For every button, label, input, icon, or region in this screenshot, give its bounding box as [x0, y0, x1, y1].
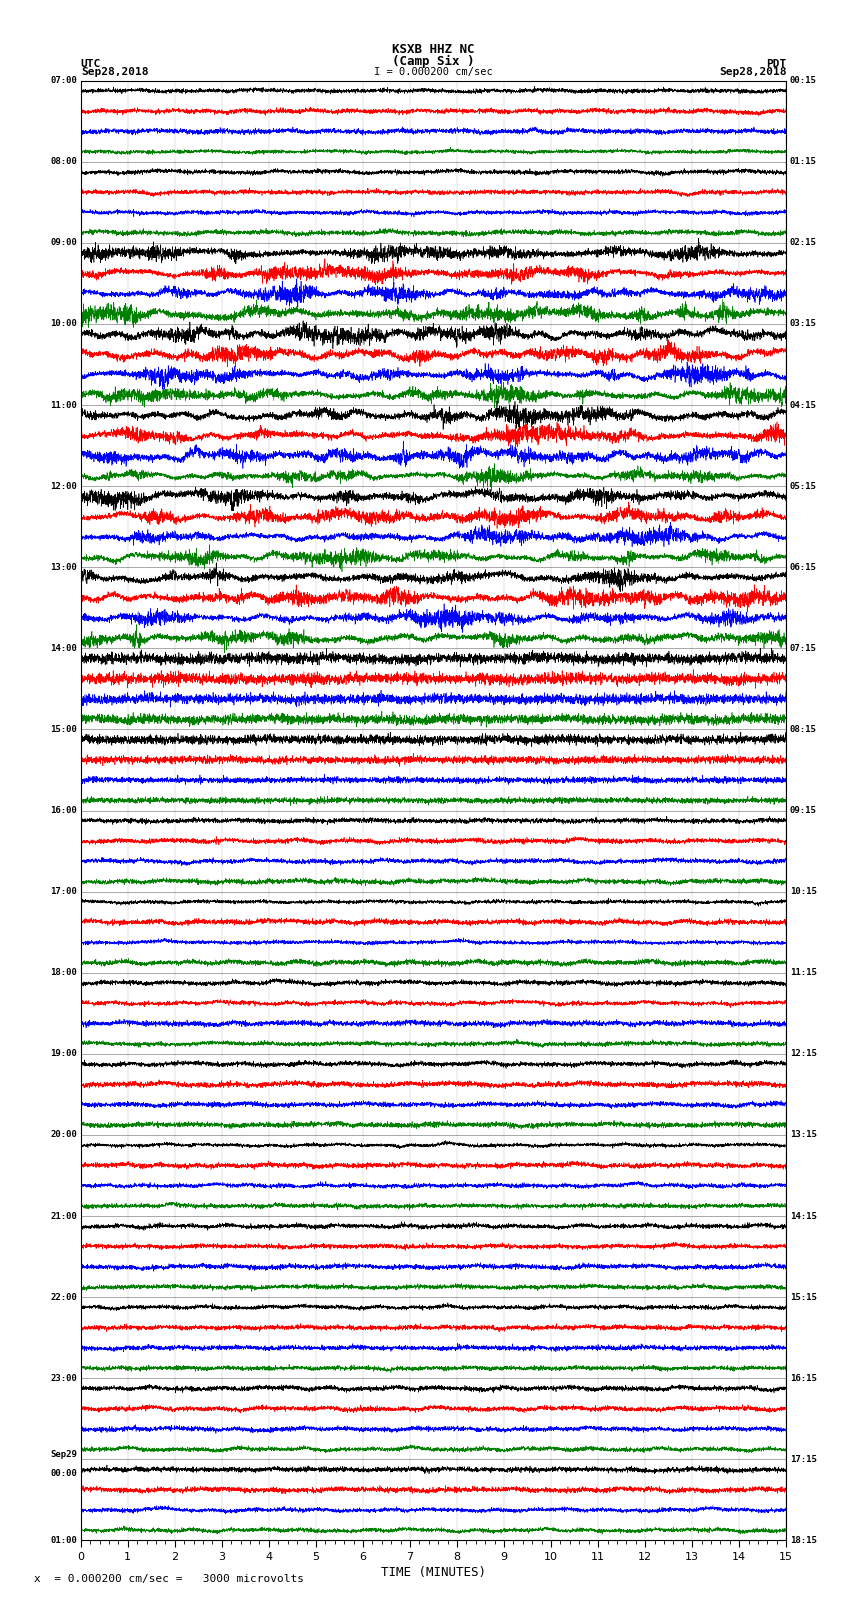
- Text: 14:00: 14:00: [50, 644, 77, 653]
- Text: Sep28,2018: Sep28,2018: [719, 66, 786, 77]
- Text: 10:00: 10:00: [50, 319, 77, 329]
- Text: 14:15: 14:15: [790, 1211, 817, 1221]
- Text: 01:00: 01:00: [50, 1536, 77, 1545]
- Text: 20:00: 20:00: [50, 1131, 77, 1139]
- Text: KSXB HHZ NC: KSXB HHZ NC: [392, 44, 475, 56]
- X-axis label: TIME (MINUTES): TIME (MINUTES): [381, 1566, 486, 1579]
- Text: 00:15: 00:15: [790, 76, 817, 85]
- Text: 16:00: 16:00: [50, 806, 77, 815]
- Text: 18:00: 18:00: [50, 968, 77, 977]
- Text: 12:00: 12:00: [50, 482, 77, 490]
- Text: 21:00: 21:00: [50, 1211, 77, 1221]
- Text: 09:00: 09:00: [50, 239, 77, 247]
- Text: 01:15: 01:15: [790, 156, 817, 166]
- Text: I = 0.000200 cm/sec: I = 0.000200 cm/sec: [374, 68, 493, 77]
- Text: 17:15: 17:15: [790, 1455, 817, 1465]
- Text: UTC: UTC: [81, 58, 101, 69]
- Text: 07:00: 07:00: [50, 76, 77, 85]
- Text: 13:00: 13:00: [50, 563, 77, 571]
- Text: 19:00: 19:00: [50, 1050, 77, 1058]
- Text: x  = 0.000200 cm/sec =   3000 microvolts: x = 0.000200 cm/sec = 3000 microvolts: [34, 1574, 304, 1584]
- Text: 15:15: 15:15: [790, 1292, 817, 1302]
- Text: Sep29: Sep29: [50, 1450, 77, 1460]
- Text: 07:15: 07:15: [790, 644, 817, 653]
- Text: 11:00: 11:00: [50, 400, 77, 410]
- Text: 09:15: 09:15: [790, 806, 817, 815]
- Text: 06:15: 06:15: [790, 563, 817, 571]
- Text: (Camp Six ): (Camp Six ): [392, 55, 475, 68]
- Text: 03:15: 03:15: [790, 319, 817, 329]
- Text: 04:15: 04:15: [790, 400, 817, 410]
- Text: 13:15: 13:15: [790, 1131, 817, 1139]
- Text: 08:15: 08:15: [790, 724, 817, 734]
- Text: 11:15: 11:15: [790, 968, 817, 977]
- Text: 00:00: 00:00: [50, 1469, 77, 1479]
- Text: 10:15: 10:15: [790, 887, 817, 897]
- Text: 15:00: 15:00: [50, 724, 77, 734]
- Text: 02:15: 02:15: [790, 239, 817, 247]
- Text: 22:00: 22:00: [50, 1292, 77, 1302]
- Text: 16:15: 16:15: [790, 1374, 817, 1382]
- Text: 17:00: 17:00: [50, 887, 77, 897]
- Text: PDT: PDT: [766, 58, 786, 69]
- Text: 05:15: 05:15: [790, 482, 817, 490]
- Text: 18:15: 18:15: [790, 1536, 817, 1545]
- Text: Sep28,2018: Sep28,2018: [81, 66, 148, 77]
- Text: 12:15: 12:15: [790, 1050, 817, 1058]
- Text: 08:00: 08:00: [50, 156, 77, 166]
- Text: 23:00: 23:00: [50, 1374, 77, 1382]
